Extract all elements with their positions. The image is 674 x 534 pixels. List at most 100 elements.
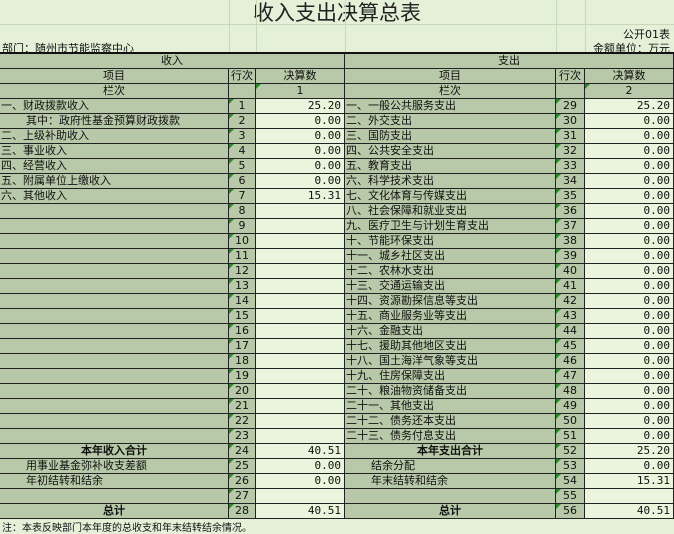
expense-row-number[interactable]: 29	[556, 99, 585, 114]
expense-amount-cell[interactable]: 25.20	[585, 99, 674, 114]
expense-amount-cell[interactable]	[585, 489, 674, 504]
expense-row-number[interactable]: 56	[556, 504, 585, 519]
income-amount-cell[interactable]: 0.00	[256, 144, 345, 159]
expense-row-number[interactable]: 42	[556, 294, 585, 309]
expense-amount-cell[interactable]: 0.00	[585, 384, 674, 399]
expense-item-cell[interactable]	[345, 489, 556, 504]
expense-row-number[interactable]: 31	[556, 129, 585, 144]
income-item-cell[interactable]	[0, 354, 229, 369]
income-item-cell[interactable]: 二、上级补助收入	[0, 129, 229, 144]
expense-amount-cell[interactable]: 0.00	[585, 399, 674, 414]
income-row-number[interactable]: 21	[229, 399, 256, 414]
income-row-number[interactable]: 10	[229, 234, 256, 249]
income-amount-cell[interactable]: 0.00	[256, 174, 345, 189]
expense-item-cell[interactable]: 十二、农林水支出	[345, 264, 556, 279]
income-amount-cell[interactable]: 25.20	[256, 99, 345, 114]
expense-row-number[interactable]: 44	[556, 324, 585, 339]
income-item-cell[interactable]	[0, 339, 229, 354]
expense-item-cell[interactable]: 二十三、债务付息支出	[345, 429, 556, 444]
expense-item-cell[interactable]: 十六、金融支出	[345, 324, 556, 339]
expense-amount-cell[interactable]: 0.00	[585, 114, 674, 129]
income-row-number[interactable]: 25	[229, 459, 256, 474]
expense-row-number[interactable]: 53	[556, 459, 585, 474]
expense-item-cell[interactable]: 四、公共安全支出	[345, 144, 556, 159]
income-item-cell[interactable]: 本年收入合计	[0, 444, 229, 459]
income-item-cell[interactable]	[0, 489, 229, 504]
expense-item-cell[interactable]: 二十二、债务还本支出	[345, 414, 556, 429]
income-item-cell[interactable]: 四、经营收入	[0, 159, 229, 174]
expense-item-cell[interactable]: 九、医疗卫生与计划生育支出	[345, 219, 556, 234]
expense-amount-cell[interactable]: 0.00	[585, 294, 674, 309]
income-amount-cell[interactable]	[256, 309, 345, 324]
expense-row-number[interactable]: 54	[556, 474, 585, 489]
income-amount-cell[interactable]	[256, 219, 345, 234]
expense-amount-cell[interactable]: 15.31	[585, 474, 674, 489]
income-item-cell[interactable]	[0, 414, 229, 429]
income-row-number[interactable]: 23	[229, 429, 256, 444]
income-row-number[interactable]: 9	[229, 219, 256, 234]
expense-item-cell[interactable]: 本年支出合计	[345, 444, 556, 459]
income-amount-cell[interactable]	[256, 264, 345, 279]
income-row-number[interactable]: 18	[229, 354, 256, 369]
expense-row-number[interactable]: 51	[556, 429, 585, 444]
expense-row-number[interactable]: 50	[556, 414, 585, 429]
income-item-cell[interactable]	[0, 249, 229, 264]
expense-row-number[interactable]: 43	[556, 309, 585, 324]
expense-item-cell[interactable]: 十五、商业服务业等支出	[345, 309, 556, 324]
income-row-number[interactable]: 7	[229, 189, 256, 204]
income-amount-cell[interactable]	[256, 294, 345, 309]
income-row-number[interactable]: 11	[229, 249, 256, 264]
income-row-number[interactable]: 28	[229, 504, 256, 519]
income-row-number[interactable]: 4	[229, 144, 256, 159]
income-item-cell[interactable]: 一、财政拨款收入	[0, 99, 229, 114]
income-row-number[interactable]: 13	[229, 279, 256, 294]
expense-row-number[interactable]: 46	[556, 354, 585, 369]
income-row-number[interactable]: 22	[229, 414, 256, 429]
income-item-cell[interactable]	[0, 204, 229, 219]
income-row-number[interactable]: 3	[229, 129, 256, 144]
income-row-number[interactable]: 1	[229, 99, 256, 114]
income-item-cell[interactable]: 总计	[0, 504, 229, 519]
expense-row-number[interactable]: 45	[556, 339, 585, 354]
expense-amount-cell[interactable]: 0.00	[585, 249, 674, 264]
expense-item-cell[interactable]: 一、一般公共服务支出	[345, 99, 556, 114]
expense-item-cell[interactable]: 十一、城乡社区支出	[345, 249, 556, 264]
expense-row-number[interactable]: 48	[556, 384, 585, 399]
income-row-number[interactable]: 20	[229, 384, 256, 399]
income-row-number[interactable]: 16	[229, 324, 256, 339]
income-item-cell[interactable]: 三、事业收入	[0, 144, 229, 159]
expense-amount-cell[interactable]: 0.00	[585, 279, 674, 294]
expense-item-cell[interactable]: 结余分配	[345, 459, 556, 474]
income-item-cell[interactable]	[0, 324, 229, 339]
income-row-number[interactable]: 27	[229, 489, 256, 504]
expense-item-cell[interactable]: 十、节能环保支出	[345, 234, 556, 249]
income-row-number[interactable]: 24	[229, 444, 256, 459]
expense-row-number[interactable]: 36	[556, 204, 585, 219]
income-amount-cell[interactable]	[256, 369, 345, 384]
income-amount-cell[interactable]	[256, 414, 345, 429]
expense-amount-cell[interactable]: 0.00	[585, 204, 674, 219]
expense-row-number[interactable]: 34	[556, 174, 585, 189]
income-amount-cell[interactable]	[256, 489, 345, 504]
income-item-cell[interactable]	[0, 369, 229, 384]
expense-row-number[interactable]: 41	[556, 279, 585, 294]
expense-amount-cell[interactable]: 0.00	[585, 429, 674, 444]
expense-row-number[interactable]: 30	[556, 114, 585, 129]
expense-row-number[interactable]: 33	[556, 159, 585, 174]
expense-row-number[interactable]: 38	[556, 234, 585, 249]
expense-amount-cell[interactable]: 0.00	[585, 219, 674, 234]
income-item-cell[interactable]	[0, 429, 229, 444]
income-amount-cell[interactable]: 40.51	[256, 444, 345, 459]
income-item-cell[interactable]: 五、附属单位上缴收入	[0, 174, 229, 189]
income-row-number[interactable]: 15	[229, 309, 256, 324]
expense-amount-cell[interactable]: 40.51	[585, 504, 674, 519]
expense-amount-cell[interactable]: 25.20	[585, 444, 674, 459]
expense-amount-cell[interactable]: 0.00	[585, 459, 674, 474]
income-item-cell[interactable]: 年初结转和结余	[0, 474, 229, 489]
income-amount-cell[interactable]	[256, 399, 345, 414]
income-item-cell[interactable]	[0, 279, 229, 294]
expense-item-cell[interactable]: 三、国防支出	[345, 129, 556, 144]
income-row-number[interactable]: 6	[229, 174, 256, 189]
income-row-number[interactable]: 14	[229, 294, 256, 309]
expense-item-cell[interactable]: 十三、交通运输支出	[345, 279, 556, 294]
